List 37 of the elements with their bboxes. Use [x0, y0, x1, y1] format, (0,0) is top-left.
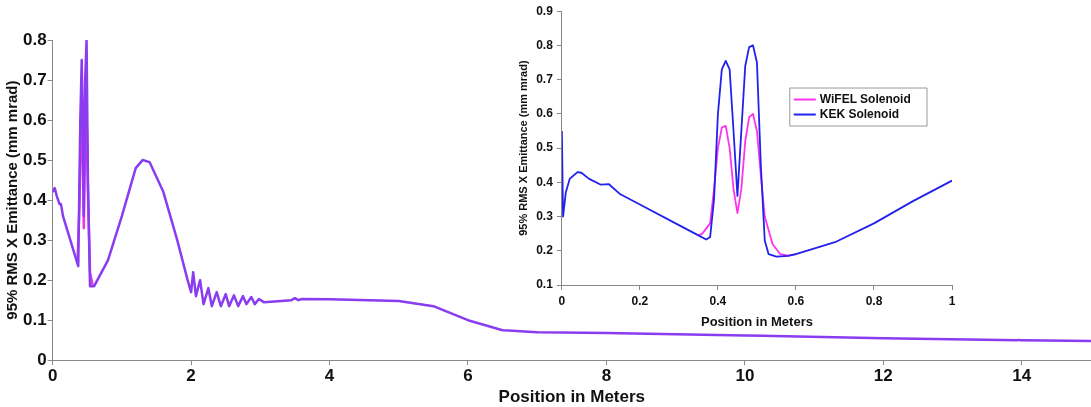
- legend-label: KEK Solenoid: [819, 106, 900, 121]
- y-tick-label: 0.5: [22, 149, 47, 169]
- y-axis-title: 95% RMS X Emittance (mm mrad): [516, 60, 529, 236]
- y-tick-label: 0.6: [22, 109, 47, 129]
- y-tick-label: 0.2: [22, 269, 47, 289]
- y-tick-label: 0.3: [536, 208, 554, 223]
- y-tick-label: 0.8: [536, 37, 554, 52]
- x-tick-label: 0.2: [631, 293, 649, 308]
- y-tick-label: 0.8: [22, 29, 47, 49]
- y-tick-label: 0.4: [22, 189, 48, 209]
- y-tick-label: 0.7: [536, 71, 554, 86]
- y-tick-label: 0.1: [536, 277, 554, 292]
- y-tick-label: 0.6: [536, 106, 554, 121]
- x-tick-label: 0.8: [865, 293, 883, 308]
- y-tick-label: 0.5: [536, 140, 554, 155]
- x-tick-label: 12: [873, 366, 893, 386]
- y-axis-title: 95% RMS X Emittance (mm mrad): [3, 80, 21, 320]
- x-axis-title: Position in Meters: [700, 313, 813, 329]
- x-tick-label: 6: [463, 366, 473, 386]
- y-tick-label: 0.7: [22, 69, 47, 89]
- y-tick-label: 0.9: [536, 3, 554, 18]
- y-tick-label: 0.3: [22, 229, 47, 249]
- y-tick-label: 0: [37, 349, 47, 369]
- y-tick-label: 0.1: [22, 309, 47, 329]
- x-tick-label: 0.4: [709, 293, 727, 308]
- x-axis-title: Position in Meters: [498, 387, 646, 407]
- x-tick-label: 14: [1012, 366, 1032, 386]
- x-tick-label: 0: [558, 293, 566, 308]
- x-tick-label: 0.6: [787, 293, 805, 308]
- y-tick-label: 0.2: [536, 243, 554, 258]
- x-tick-label: 2: [186, 366, 196, 386]
- x-tick-label: 10: [735, 366, 755, 386]
- legend-label: WiFEL Solenoid: [819, 91, 911, 106]
- x-tick-label: 8: [601, 366, 612, 386]
- x-tick-label: 4: [324, 366, 335, 386]
- y-tick-label: 0.4: [536, 174, 554, 189]
- x-tick-label: 1: [948, 293, 956, 308]
